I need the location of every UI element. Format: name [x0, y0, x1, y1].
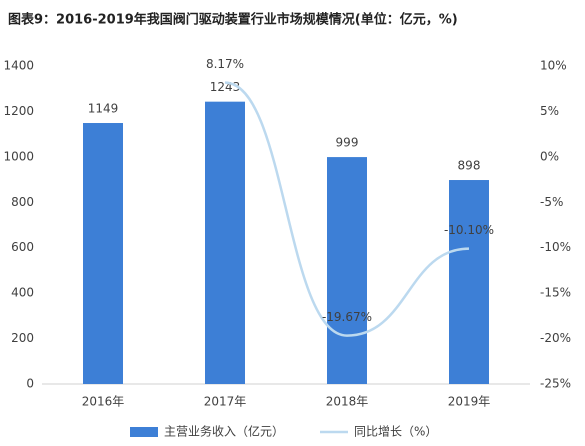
- line-value-label: -10.10%: [444, 223, 494, 237]
- bar-value-label: 1149: [88, 102, 119, 116]
- bar: [327, 157, 367, 384]
- y2-tick-label: -25%: [540, 377, 571, 391]
- bar-value-label: 999: [336, 136, 359, 150]
- y2-tick-label: -5%: [540, 195, 563, 209]
- legend-swatch: [130, 427, 158, 437]
- y-tick-label: 800: [11, 195, 34, 209]
- y2-tick-label: 5%: [540, 104, 559, 118]
- x-tick-label: 2017年: [204, 395, 247, 409]
- y2-tick-label: 10%: [540, 59, 567, 73]
- line: [224, 81, 470, 337]
- y-tick-label: 1200: [3, 104, 34, 118]
- bar: [449, 180, 489, 384]
- legend-label: 主营业务收入（亿元）: [164, 424, 284, 439]
- x-tick-label: 2019年: [448, 395, 491, 409]
- x-tick-label: 2016年: [82, 395, 125, 409]
- bar-value-label: 898: [458, 159, 481, 173]
- line-value-label: 8.17%: [206, 57, 244, 71]
- y-tick-label: 1400: [3, 59, 34, 73]
- legend-label: 同比增长（%）: [354, 425, 437, 439]
- line-value-label: -19.67%: [322, 310, 372, 324]
- y2-tick-label: -15%: [540, 286, 571, 300]
- y-tick-label: 400: [11, 286, 34, 300]
- chart-title: 图表9：2016-2019年我国阀门驱动装置行业市场规模情况(单位：亿元，%): [8, 12, 458, 28]
- y-tick-label: 600: [11, 240, 34, 254]
- y-tick-label: 0: [26, 377, 34, 391]
- y-tick-label: 200: [11, 331, 34, 345]
- y2-tick-label: -10%: [540, 240, 571, 254]
- y-tick-label: 1000: [3, 149, 34, 163]
- bar: [83, 123, 123, 385]
- y2-tick-label: -20%: [540, 331, 571, 345]
- y2-tick-label: 0%: [540, 149, 559, 163]
- bar: [205, 101, 245, 384]
- x-tick-label: 2018年: [326, 395, 369, 409]
